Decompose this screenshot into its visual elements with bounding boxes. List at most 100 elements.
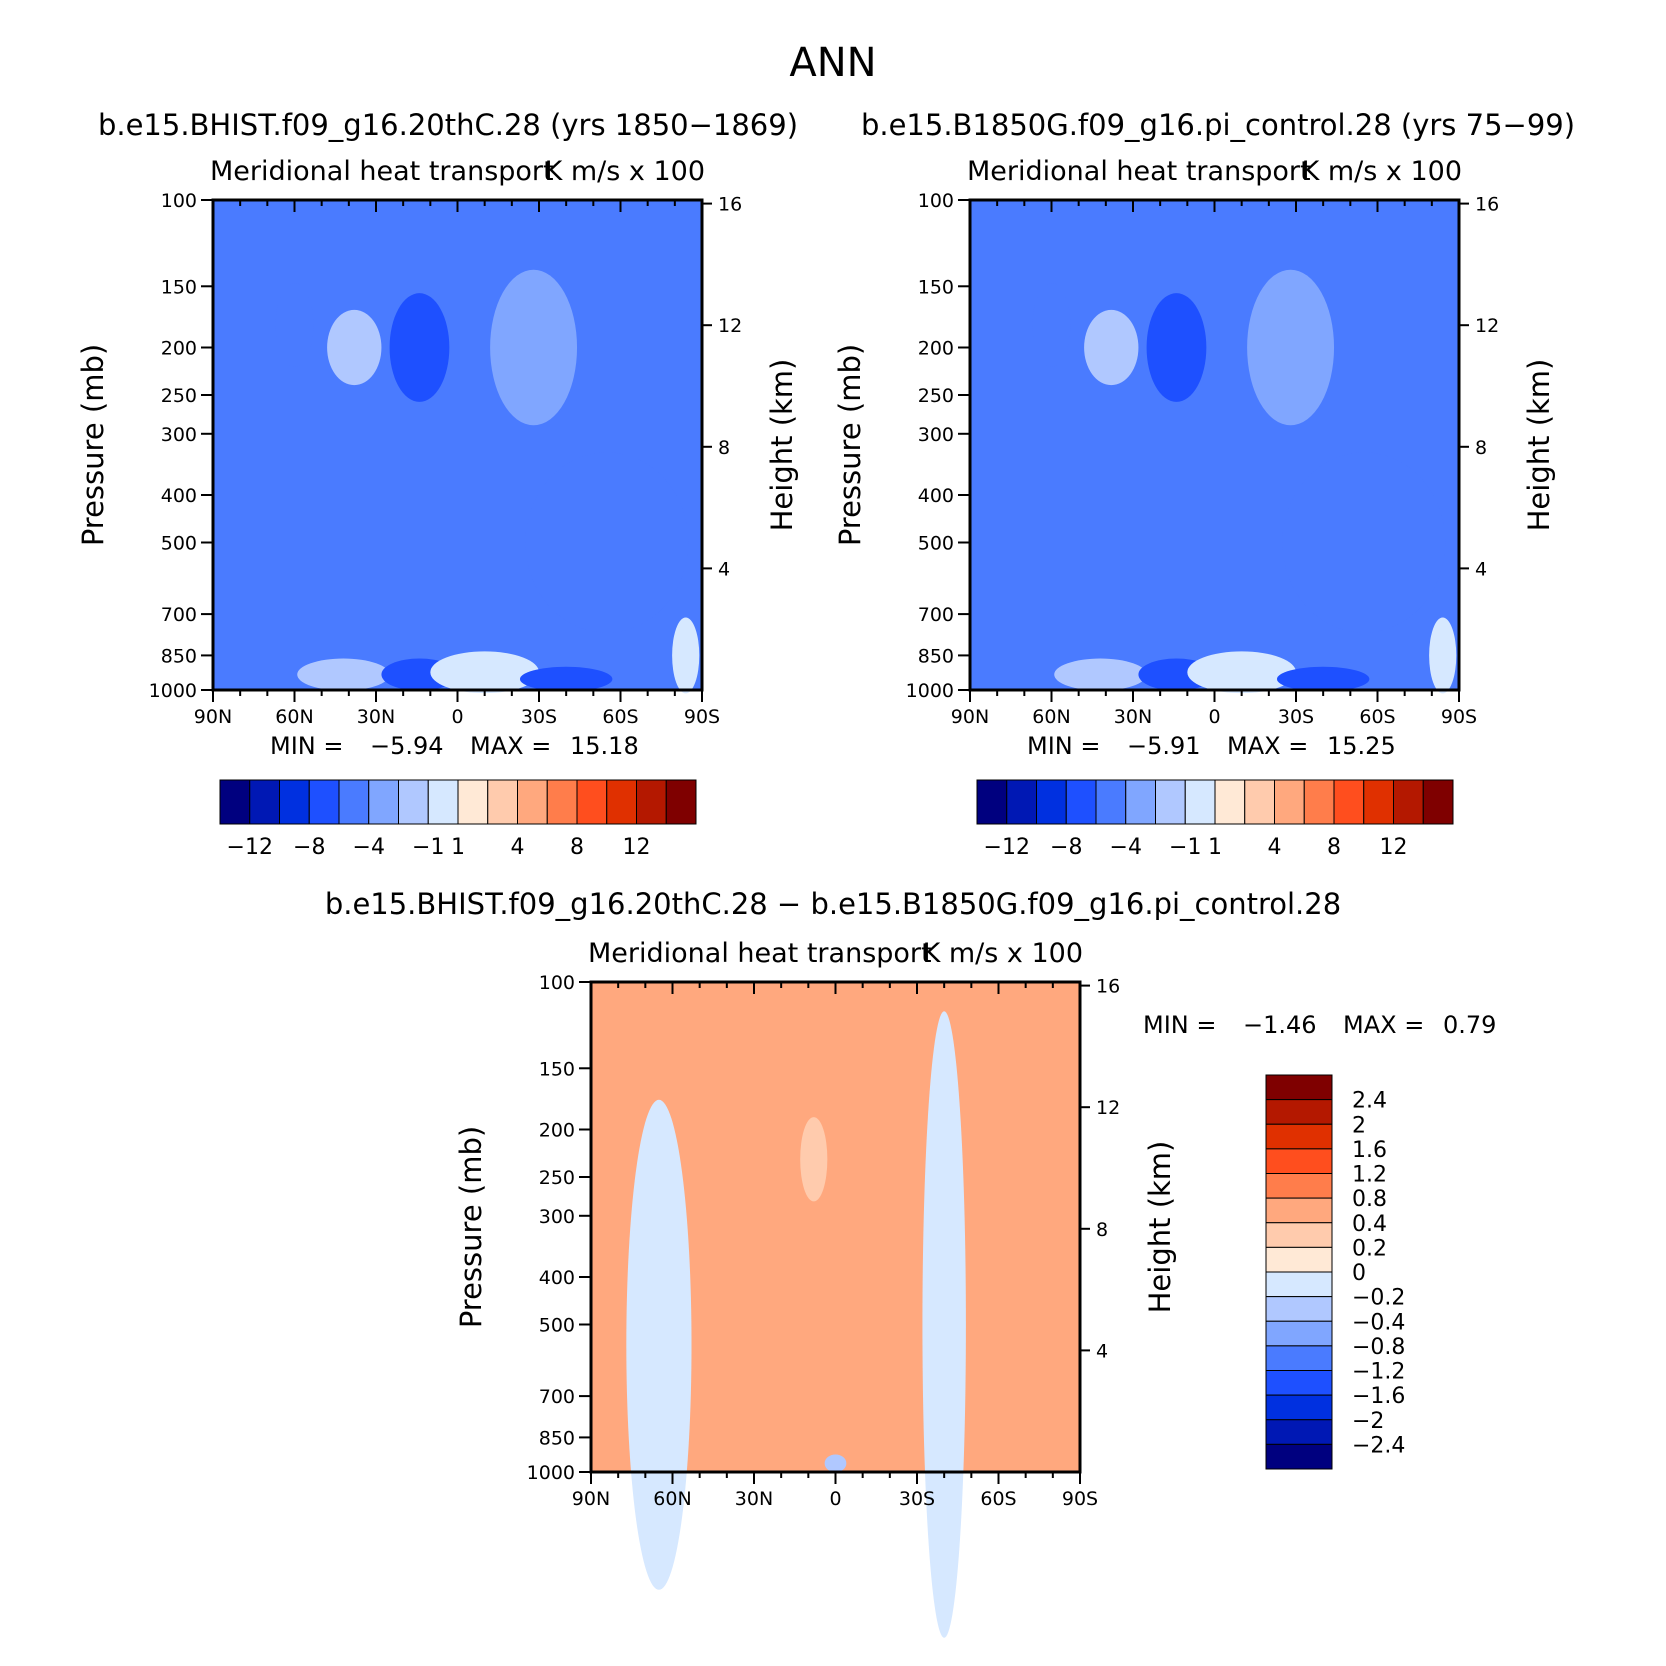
colorbar-swatch bbox=[606, 779, 637, 825]
colorbar-swatch bbox=[1065, 779, 1097, 825]
max-value: 0.79 bbox=[1443, 1011, 1496, 1039]
x-tick-label: 0 bbox=[829, 1488, 841, 1510]
colorbar-label: 0.8 bbox=[1352, 1187, 1387, 1212]
contour-features bbox=[275, 269, 700, 694]
colorbar-swatch bbox=[1393, 779, 1424, 825]
colorbar-label: 0.4 bbox=[1352, 1212, 1387, 1237]
min-value: −5.94 bbox=[370, 732, 444, 760]
colorbar-swatch bbox=[1265, 1123, 1333, 1150]
colorbar-swatch bbox=[1265, 1320, 1333, 1347]
y-axis-label: Pressure (mb) bbox=[76, 344, 110, 546]
x-tick-label: 90S bbox=[1441, 706, 1477, 728]
contour-feature bbox=[1282, 452, 1446, 633]
colorbar-label: −1 bbox=[412, 835, 444, 860]
max-label: MAX = bbox=[1343, 1011, 1424, 1039]
colorbar-swatch bbox=[308, 779, 340, 825]
colorbar-swatch bbox=[1265, 1370, 1333, 1396]
x-tick-label: 60N bbox=[275, 706, 313, 728]
chart-panel-1: b.e15.BHIST.f09_g16.20thC.28 (yrs 1850−1… bbox=[76, 108, 799, 860]
y-axis-label: Pressure (mb) bbox=[454, 1126, 488, 1328]
colorbar-swatch bbox=[338, 779, 370, 825]
colorbar-label: 1 bbox=[451, 835, 465, 860]
colorbar-swatch bbox=[1265, 1197, 1333, 1224]
colorbar-label: 4 bbox=[1268, 835, 1282, 860]
contour-feature bbox=[824, 1454, 847, 1473]
y-tick-label: 1000 bbox=[149, 680, 197, 702]
y-tick-label: 250 bbox=[161, 385, 197, 407]
colorbar-label: 1.6 bbox=[1352, 1138, 1387, 1163]
y-tick-label: 850 bbox=[918, 645, 954, 667]
colorbar-swatch bbox=[546, 779, 578, 825]
panel-title: b.e15.BHIST.f09_g16.20thC.28 − b.e15.B18… bbox=[325, 887, 1341, 921]
colorbar-swatch bbox=[368, 779, 399, 825]
y-tick-label: 700 bbox=[918, 604, 954, 626]
contour-feature bbox=[922, 1011, 966, 1638]
colorbar-swatch bbox=[976, 779, 1008, 825]
colorbar-swatch bbox=[1333, 779, 1365, 825]
y-tick-label: 700 bbox=[539, 1386, 575, 1408]
colorbar: −12 −8 −4 −1 1 4 8 12 bbox=[976, 779, 1454, 860]
panel-subtitle-left: Meridional heat transport bbox=[210, 156, 554, 187]
x-tick-label: 30S bbox=[899, 1488, 935, 1510]
min-label: MIN = bbox=[1143, 1011, 1216, 1039]
y2-axis-label: Height (km) bbox=[1143, 1141, 1177, 1314]
x-tick-label: 30N bbox=[357, 706, 395, 728]
y-tick-label: 700 bbox=[161, 604, 197, 626]
colorbar-swatch bbox=[1214, 779, 1246, 825]
y-tick-label: 500 bbox=[539, 1314, 575, 1336]
y-tick-label: 100 bbox=[918, 190, 954, 212]
colorbar-label: −1.6 bbox=[1352, 1384, 1405, 1409]
x-tick-label: 60S bbox=[1359, 706, 1395, 728]
y-tick-label: 300 bbox=[161, 424, 197, 446]
y2-axis-label: Height (km) bbox=[1522, 359, 1556, 532]
contour-feature bbox=[1276, 666, 1370, 692]
y2-tick-label: 12 bbox=[718, 315, 742, 337]
min-value: −1.46 bbox=[1243, 1011, 1317, 1039]
colorbar-label: 12 bbox=[1380, 835, 1408, 860]
colorbar-swatch bbox=[249, 779, 280, 825]
colorbar-swatch bbox=[1265, 1099, 1333, 1125]
min-label: MIN = bbox=[1027, 732, 1100, 760]
y-tick-label: 100 bbox=[539, 972, 575, 994]
colorbar-swatch bbox=[279, 779, 310, 825]
y-tick-label: 1000 bbox=[906, 680, 954, 702]
colorbar-label: 0 bbox=[1352, 1261, 1366, 1286]
x-tick-label: 0 bbox=[1208, 706, 1220, 728]
y-tick-label: 500 bbox=[161, 532, 197, 554]
y2-tick-label: 4 bbox=[718, 558, 730, 580]
x-tick-label: 60N bbox=[653, 1488, 691, 1510]
x-tick-label: 30N bbox=[1114, 706, 1152, 728]
panel-title: b.e15.B1850G.f09_g16.pi_control.28 (yrs … bbox=[861, 108, 1575, 142]
colorbar-label: −2 bbox=[1352, 1409, 1384, 1434]
colorbar-swatch bbox=[457, 779, 489, 825]
x-tick-label: 90N bbox=[194, 706, 232, 728]
y2-tick-label: 4 bbox=[1475, 558, 1487, 580]
y2-tick-label: 16 bbox=[1475, 194, 1499, 216]
max-label: MAX = bbox=[1227, 732, 1308, 760]
contour-feature bbox=[490, 269, 578, 426]
colorbar-swatch bbox=[1265, 1271, 1333, 1298]
colorbar-swatch bbox=[487, 779, 518, 825]
y2-tick-label: 16 bbox=[1096, 976, 1120, 998]
colorbar-swatch bbox=[427, 779, 459, 825]
colorbar-swatch bbox=[665, 779, 697, 825]
colorbar-swatch bbox=[1265, 1222, 1333, 1248]
colorbar-swatch bbox=[1095, 779, 1127, 825]
colorbar-label: −1 bbox=[1169, 835, 1201, 860]
y-tick-label: 200 bbox=[161, 338, 197, 360]
x-tick-label: 90S bbox=[684, 706, 720, 728]
colorbar-label: 2.4 bbox=[1352, 1089, 1387, 1114]
colorbar-swatch bbox=[1036, 779, 1067, 825]
colorbar-swatch bbox=[517, 779, 548, 825]
y2-tick-label: 12 bbox=[1475, 315, 1499, 337]
y2-tick-label: 8 bbox=[718, 437, 730, 459]
colorbar-label: −0.8 bbox=[1352, 1335, 1405, 1360]
x-tick-label: 30S bbox=[521, 706, 557, 728]
y-tick-label: 400 bbox=[539, 1267, 575, 1289]
contour-feature bbox=[672, 617, 700, 694]
y2-tick-label: 12 bbox=[1096, 1097, 1120, 1119]
min-label: MIN = bbox=[270, 732, 343, 760]
x-tick-label: 60N bbox=[1032, 706, 1070, 728]
max-value: 15.18 bbox=[570, 732, 639, 760]
y-tick-label: 200 bbox=[539, 1120, 575, 1142]
